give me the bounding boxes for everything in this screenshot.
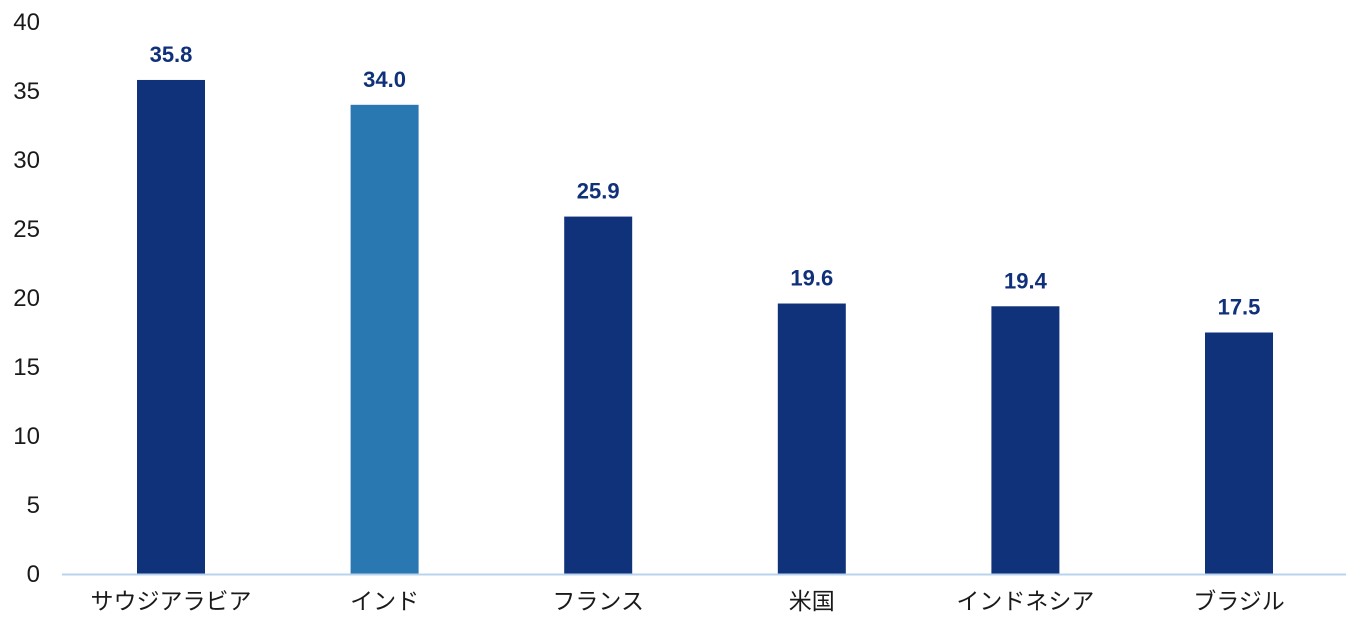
data-label: 35.8 [150,42,193,67]
x-tick-label: ブラジル [1193,589,1285,615]
x-tick-label: サウジアラビア [91,589,252,615]
x-tick-label: インド [350,589,419,615]
bar [777,303,846,574]
data-labels: 35.8 34.0 25.9 19.6 19.4 17.5 [150,42,1261,320]
data-label: 19.6 [790,266,833,291]
y-tick-label: 40 [13,9,40,36]
x-tick-label: 米国 [789,589,835,615]
y-tick-label: 5 [27,492,40,519]
y-axis-ticks: 0 5 10 15 20 25 30 35 40 [13,9,40,588]
y-tick-label: 0 [27,561,40,588]
bar [564,216,633,574]
y-tick-label: 10 [13,423,40,450]
y-tick-label: 30 [13,147,40,174]
bars [137,79,1273,575]
x-tick-label: インドネシア [956,589,1094,615]
y-tick-label: 20 [13,285,40,312]
bar [350,104,419,575]
y-tick-label: 35 [13,78,40,105]
data-label: 19.4 [1004,268,1048,293]
x-tick-label: フランス [552,589,644,615]
data-label: 17.5 [1218,295,1261,320]
data-label: 25.9 [577,179,620,204]
x-axis-categories: サウジアラビア インド フランス 米国 インドネシア ブラジル [91,589,1285,615]
y-tick-label: 15 [13,354,40,381]
bar [137,79,205,575]
data-label: 34.0 [363,67,406,92]
y-tick-label: 25 [13,216,40,243]
bar [991,306,1060,574]
bar [1205,332,1273,574]
